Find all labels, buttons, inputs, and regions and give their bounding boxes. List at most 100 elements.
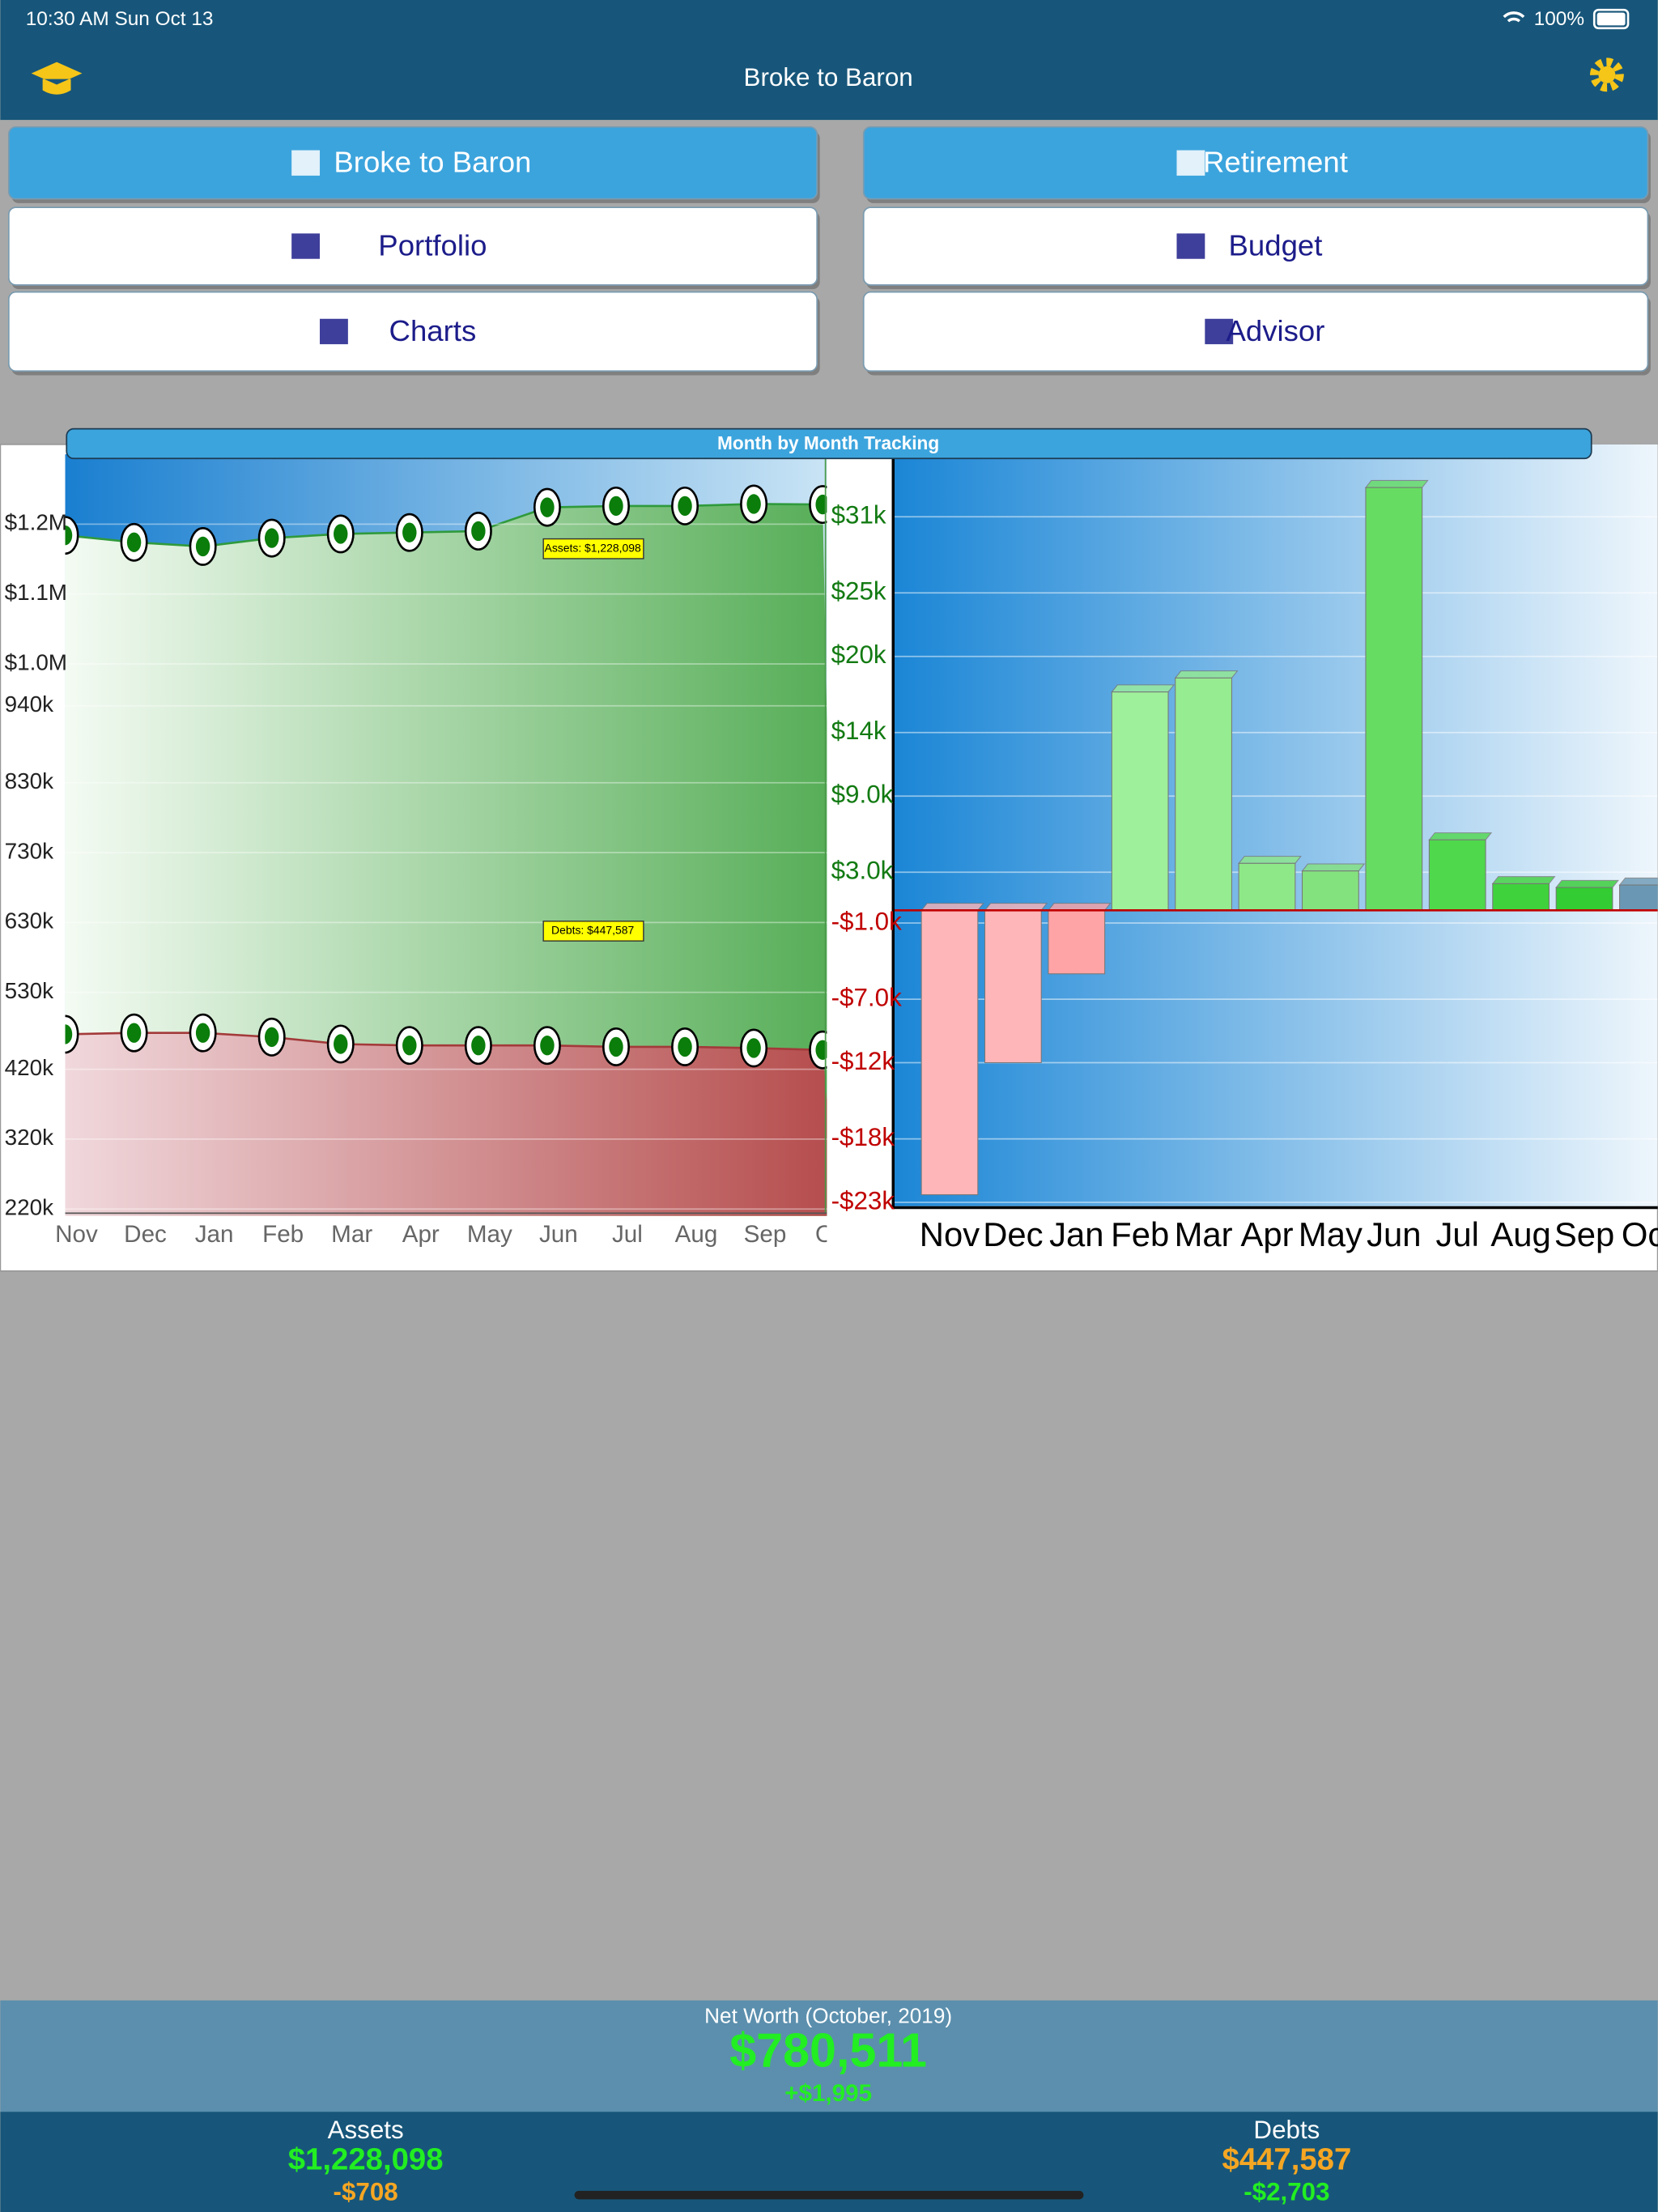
point-dot [815, 494, 827, 515]
point-dot [678, 496, 692, 517]
y-tick-label: -$23k [831, 1186, 895, 1214]
data-point [257, 518, 286, 558]
data-point [740, 484, 768, 524]
bar-top [1238, 856, 1302, 864]
point-dot [609, 496, 623, 517]
menu-button-label: Charts [389, 314, 477, 347]
point-dot [334, 524, 348, 544]
panel-title: Month by Month Tracking [717, 432, 939, 453]
bar-top [1428, 832, 1493, 840]
menu-button[interactable] [862, 291, 1649, 372]
menu-button-label: Broke to Baron [334, 146, 531, 179]
y-tick-label: 940k [5, 691, 53, 717]
x-tick-label: Dec [983, 1215, 1043, 1253]
assets-value: $1,228,098 [288, 2142, 444, 2176]
bar [1555, 887, 1613, 911]
x-tick-label: Jun [1367, 1215, 1421, 1253]
data-point [120, 522, 148, 562]
bar [1302, 870, 1359, 911]
menu-button-icon [1176, 150, 1205, 176]
area [65, 1032, 827, 1216]
point-dot [264, 1027, 279, 1048]
menu-button[interactable] [7, 125, 818, 200]
y-tick-label: 320k [5, 1125, 53, 1150]
net-worth-change: +$1,995 [784, 2080, 872, 2107]
settings-icon-core [1598, 66, 1616, 83]
x-tick-label: Apr [1240, 1215, 1293, 1253]
x-tick-label: Jun [539, 1221, 578, 1248]
data-point [533, 487, 561, 527]
data-point [120, 1013, 148, 1053]
point-dot [471, 521, 486, 542]
bar [1619, 884, 1658, 911]
y-tick-label: $1.2M [5, 510, 67, 535]
point-dot [195, 536, 210, 557]
bar [1365, 487, 1423, 911]
status-battery: 100% [1534, 8, 1584, 30]
y-tick-label: $1.0M [5, 649, 67, 674]
bar-top [1555, 879, 1619, 888]
x-tick-label: Jan [195, 1221, 234, 1248]
battery-icon [1592, 8, 1630, 30]
y-tick-label: $9.0k [831, 780, 894, 808]
menu-button-icon [1205, 318, 1234, 345]
panel-title-bar [66, 428, 1592, 460]
point-dot [65, 525, 73, 546]
menu-button-label: Advisor [1226, 314, 1324, 347]
x-tick-label: Jul [1435, 1215, 1478, 1253]
x-tick-label: Aug [675, 1221, 718, 1248]
menu-button[interactable] [7, 206, 818, 286]
y-tick-label: $25k [831, 577, 886, 606]
net-worth-value: $780,511 [729, 2023, 927, 2077]
bar-top [1618, 877, 1658, 886]
y-tick-label: -$1.0k [831, 907, 902, 935]
x-tick-label: Apr [402, 1221, 440, 1248]
menu-button[interactable] [862, 206, 1649, 286]
menu-button[interactable] [862, 125, 1649, 200]
bar [984, 909, 1042, 1064]
point-dot [815, 1040, 827, 1060]
point-dot [402, 1036, 417, 1056]
data-point [671, 1027, 699, 1066]
y-tick-label: -$12k [831, 1047, 895, 1075]
nav-title: Broke to Baron [744, 63, 913, 91]
y-tick-label: $31k [831, 501, 886, 530]
point-dot [540, 1036, 555, 1056]
data-point [809, 1030, 827, 1070]
point-dot [609, 1036, 623, 1057]
data-point [257, 1017, 286, 1057]
y-tick-label: 220k [5, 1195, 53, 1220]
menu-button-icon [1176, 233, 1205, 259]
point-dot [471, 1036, 486, 1056]
data-point [326, 514, 355, 554]
data-point [395, 1026, 423, 1066]
annotation: Debts: $447,587 [551, 924, 634, 937]
menu-button-icon [320, 318, 348, 345]
bar-top [1364, 479, 1429, 488]
menu-button-label: Budget [1228, 228, 1322, 262]
education-icon[interactable] [31, 62, 83, 95]
bar [1175, 677, 1232, 911]
x-tick-label: Jan [1049, 1215, 1103, 1253]
x-tick-label: Sep [744, 1221, 787, 1248]
menu-button[interactable] [7, 291, 818, 372]
x-tick-label: Nov [920, 1215, 980, 1253]
x-tick-label: May [1299, 1215, 1363, 1253]
point-dot [334, 1034, 348, 1054]
menu-button-label: Retirement [1203, 146, 1348, 179]
data-point [189, 527, 217, 566]
point-dot [746, 1038, 761, 1058]
y-tick-label: 730k [5, 838, 53, 863]
data-point [671, 486, 699, 525]
bar [920, 909, 979, 1196]
x-tick-label: Oct [815, 1221, 853, 1248]
y-tick-label: -$18k [831, 1123, 895, 1151]
settings-icon[interactable] [1589, 57, 1624, 92]
data-point [326, 1024, 355, 1064]
assets-label: Assets [328, 2116, 404, 2144]
bar-top [1111, 684, 1175, 693]
data-point [533, 1026, 561, 1066]
